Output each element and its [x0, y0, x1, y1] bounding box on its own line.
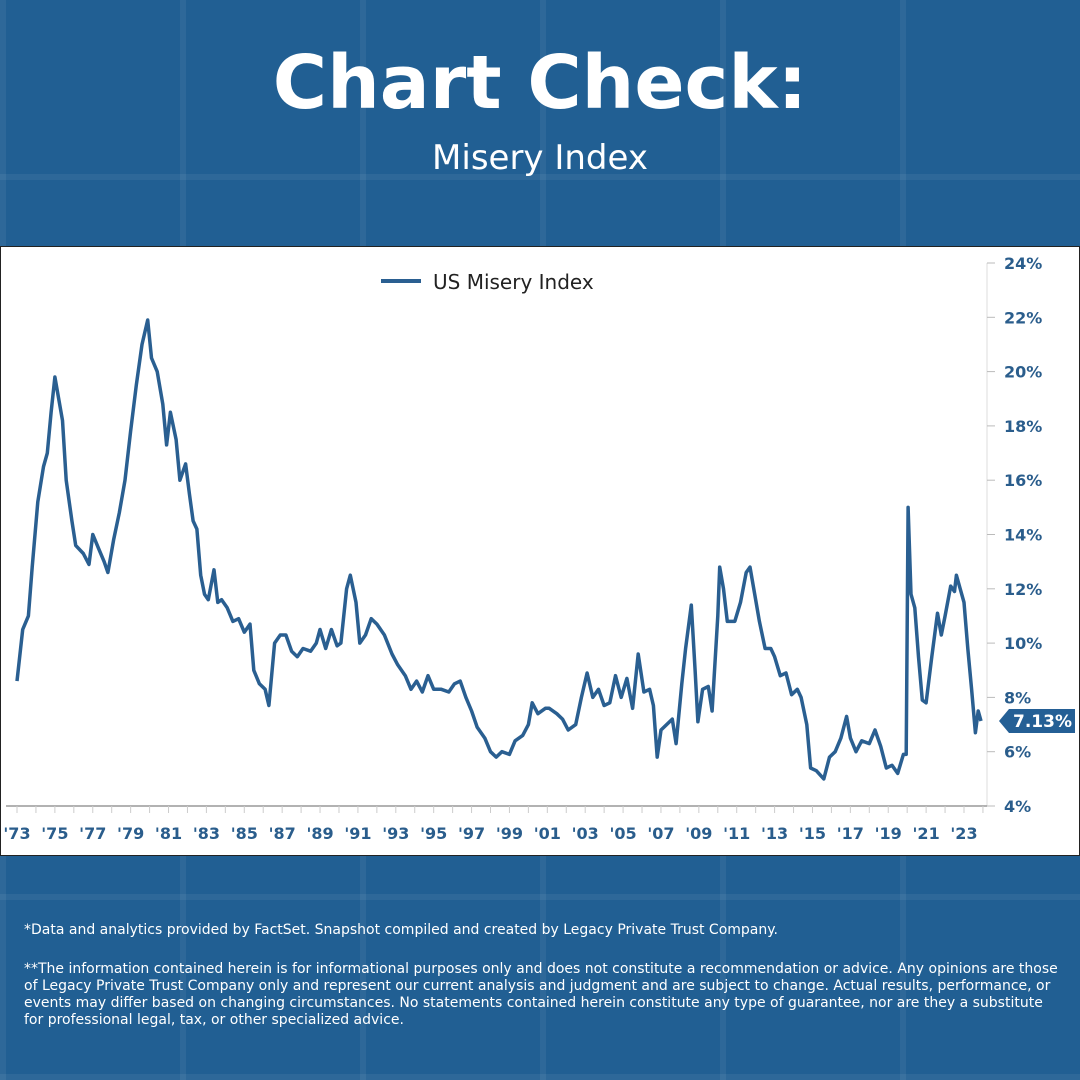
x-tick-label: '19	[875, 824, 902, 843]
last-value-callout: 7.13%	[999, 709, 1075, 734]
x-tick-label: '93	[382, 824, 409, 843]
y-tick-label: 6%	[1004, 743, 1031, 762]
x-tick-label: '21	[913, 824, 940, 843]
x-tick-label: '01	[534, 824, 561, 843]
chart-panel: 4% 6% 8% 10% 12% 14% 16% 18% 20% 22% 24% '73 '75 '77…	[0, 246, 1080, 856]
x-tick-label: '07	[647, 824, 674, 843]
series-line-us-misery-index	[15, 318, 983, 781]
x-tick-label: '85	[231, 824, 258, 843]
x-tick-label: '87	[269, 824, 296, 843]
y-tick-label: 14%	[1004, 526, 1042, 545]
y-tick-label: 18%	[1004, 417, 1042, 436]
page-title: Chart Check:	[272, 40, 808, 126]
x-tick-label: '17	[837, 824, 864, 843]
legend: US Misery Index	[381, 270, 594, 294]
callout-shape	[999, 709, 1075, 734]
x-tick-label: '11	[723, 824, 750, 843]
x-tick-label: '75	[41, 824, 68, 843]
x-tick-label: '81	[155, 824, 182, 843]
legend-label: US Misery Index	[433, 270, 594, 294]
data-source-note: *Data and analytics provided by FactSet.…	[24, 922, 778, 938]
callout-label: 7.13%	[1013, 712, 1072, 732]
x-tick-label: '79	[117, 824, 144, 843]
x-tick-label: '89	[306, 824, 333, 843]
x-tick-label: '83	[193, 824, 220, 843]
y-tick-label: 22%	[1004, 308, 1042, 327]
x-tick-label: '15	[799, 824, 826, 843]
x-tick-label: '95	[420, 824, 447, 843]
y-tick-label: 20%	[1004, 363, 1042, 382]
x-tick-label: '97	[458, 824, 485, 843]
x-tick-label: '13	[761, 824, 788, 843]
y-tick-label: 4%	[1004, 797, 1031, 816]
x-tick-label: '09	[685, 824, 712, 843]
x-tick-label: '05	[609, 824, 636, 843]
x-tick-label: '03	[572, 824, 599, 843]
x-tick-label: '99	[496, 824, 523, 843]
x-tick-label: '23	[950, 824, 977, 843]
y-tick-label: 10%	[1004, 634, 1042, 653]
page-subtitle: Misery Index	[432, 138, 648, 178]
y-tick-label: 12%	[1004, 580, 1042, 599]
y-tick-label: 8%	[1004, 688, 1031, 707]
x-tick-label: '73	[3, 824, 30, 843]
x-tick-label: '91	[344, 824, 371, 843]
y-tick-label: 16%	[1004, 471, 1042, 490]
disclaimer-note: **The information contained herein is fo…	[24, 961, 1058, 1028]
x-axis: '73 '75 '77 '79 '81 '83 '85 '87 '89 '91 '93 '95 '97 '…	[3, 805, 987, 843]
y-axis: 4% 6% 8% 10% 12% 14% 16% 18% 20% 22% 24%	[986, 254, 1042, 816]
x-tick-label: '77	[79, 824, 106, 843]
misery-index-chart: 4% 6% 8% 10% 12% 14% 16% 18% 20% 22% 24% '73 '75 '77…	[3, 254, 1075, 843]
y-tick-label: 24%	[1004, 254, 1042, 273]
